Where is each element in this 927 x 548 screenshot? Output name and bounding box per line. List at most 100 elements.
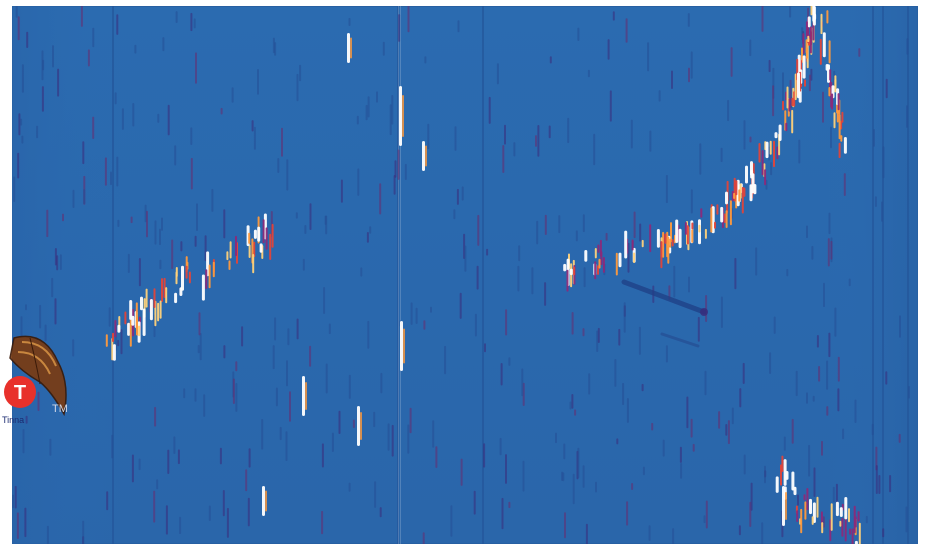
streak [639, 223, 642, 242]
streak [588, 373, 591, 395]
streak [577, 27, 580, 41]
streak [275, 387, 278, 407]
streak [457, 20, 460, 33]
watermark-logo: T Tinna TM [0, 322, 80, 432]
streak [594, 248, 597, 259]
diagonal-trace [621, 279, 708, 348]
streak [607, 39, 610, 60]
streak [365, 104, 368, 121]
dark-vertical-lines [112, 6, 909, 544]
streak [797, 72, 800, 99]
streak [686, 225, 689, 245]
streak [235, 361, 238, 372]
streak [159, 300, 162, 319]
streak [690, 189, 693, 214]
streak [181, 265, 184, 291]
streak [658, 90, 661, 102]
streak [423, 320, 426, 330]
streak [827, 238, 830, 267]
streak [794, 73, 797, 101]
streak [720, 147, 723, 163]
streak [129, 319, 132, 347]
dark-line [112, 6, 114, 544]
streak [837, 93, 840, 111]
streak [738, 525, 741, 536]
streak [198, 312, 201, 336]
streak [699, 143, 702, 175]
streak [774, 132, 778, 139]
streak [248, 244, 251, 258]
streak [124, 311, 127, 325]
streak [404, 163, 407, 180]
streak [714, 221, 716, 229]
streak [889, 475, 892, 493]
streak [549, 56, 552, 64]
streak [521, 368, 524, 397]
streak [758, 143, 761, 163]
streak [823, 282, 825, 308]
streak [738, 189, 741, 202]
streak [219, 447, 222, 465]
streak [749, 136, 752, 143]
streak [222, 490, 225, 517]
streak [80, 6, 83, 27]
streak [26, 31, 29, 48]
streak [839, 520, 842, 527]
streak [584, 250, 588, 262]
streak [223, 209, 226, 239]
streak [764, 169, 767, 186]
streak [871, 423, 874, 436]
streak [806, 488, 809, 511]
streak [711, 206, 715, 234]
streak [208, 264, 211, 289]
streak [843, 173, 846, 196]
streak [347, 33, 350, 63]
streak [117, 324, 121, 333]
streak [399, 86, 402, 146]
streak [626, 501, 629, 526]
streak [190, 12, 193, 32]
svg-text:Tinna: Tinna [2, 415, 24, 425]
streak [692, 443, 695, 452]
streak [642, 466, 645, 476]
streak [544, 282, 547, 306]
streak [704, 370, 707, 396]
streak [691, 222, 694, 230]
streak [196, 203, 198, 231]
streak [769, 140, 772, 155]
streak [804, 501, 807, 520]
streak [167, 449, 170, 474]
streak [647, 42, 650, 72]
streak [571, 312, 574, 335]
streak [54, 248, 57, 266]
streak [569, 401, 572, 410]
streak [274, 42, 277, 56]
streak [281, 127, 283, 157]
streak [193, 18, 196, 29]
streak [453, 209, 456, 220]
streak [127, 322, 131, 336]
streak [92, 27, 95, 48]
streak [251, 120, 254, 132]
streak [157, 113, 160, 123]
streak [782, 486, 785, 526]
streak [220, 107, 223, 115]
streak [837, 356, 840, 382]
streak [522, 460, 525, 492]
streak [660, 241, 663, 269]
streak [72, 339, 75, 357]
streak [321, 443, 324, 468]
streak [704, 228, 707, 239]
dark-line [397, 6, 399, 544]
streak [631, 239, 634, 251]
streak [309, 345, 312, 367]
streak [649, 224, 652, 253]
dark-line [882, 6, 884, 544]
streak [684, 222, 687, 235]
streak [773, 140, 775, 168]
streak [161, 217, 163, 231]
streak [117, 219, 120, 227]
streak [309, 203, 312, 230]
streak [185, 265, 188, 279]
